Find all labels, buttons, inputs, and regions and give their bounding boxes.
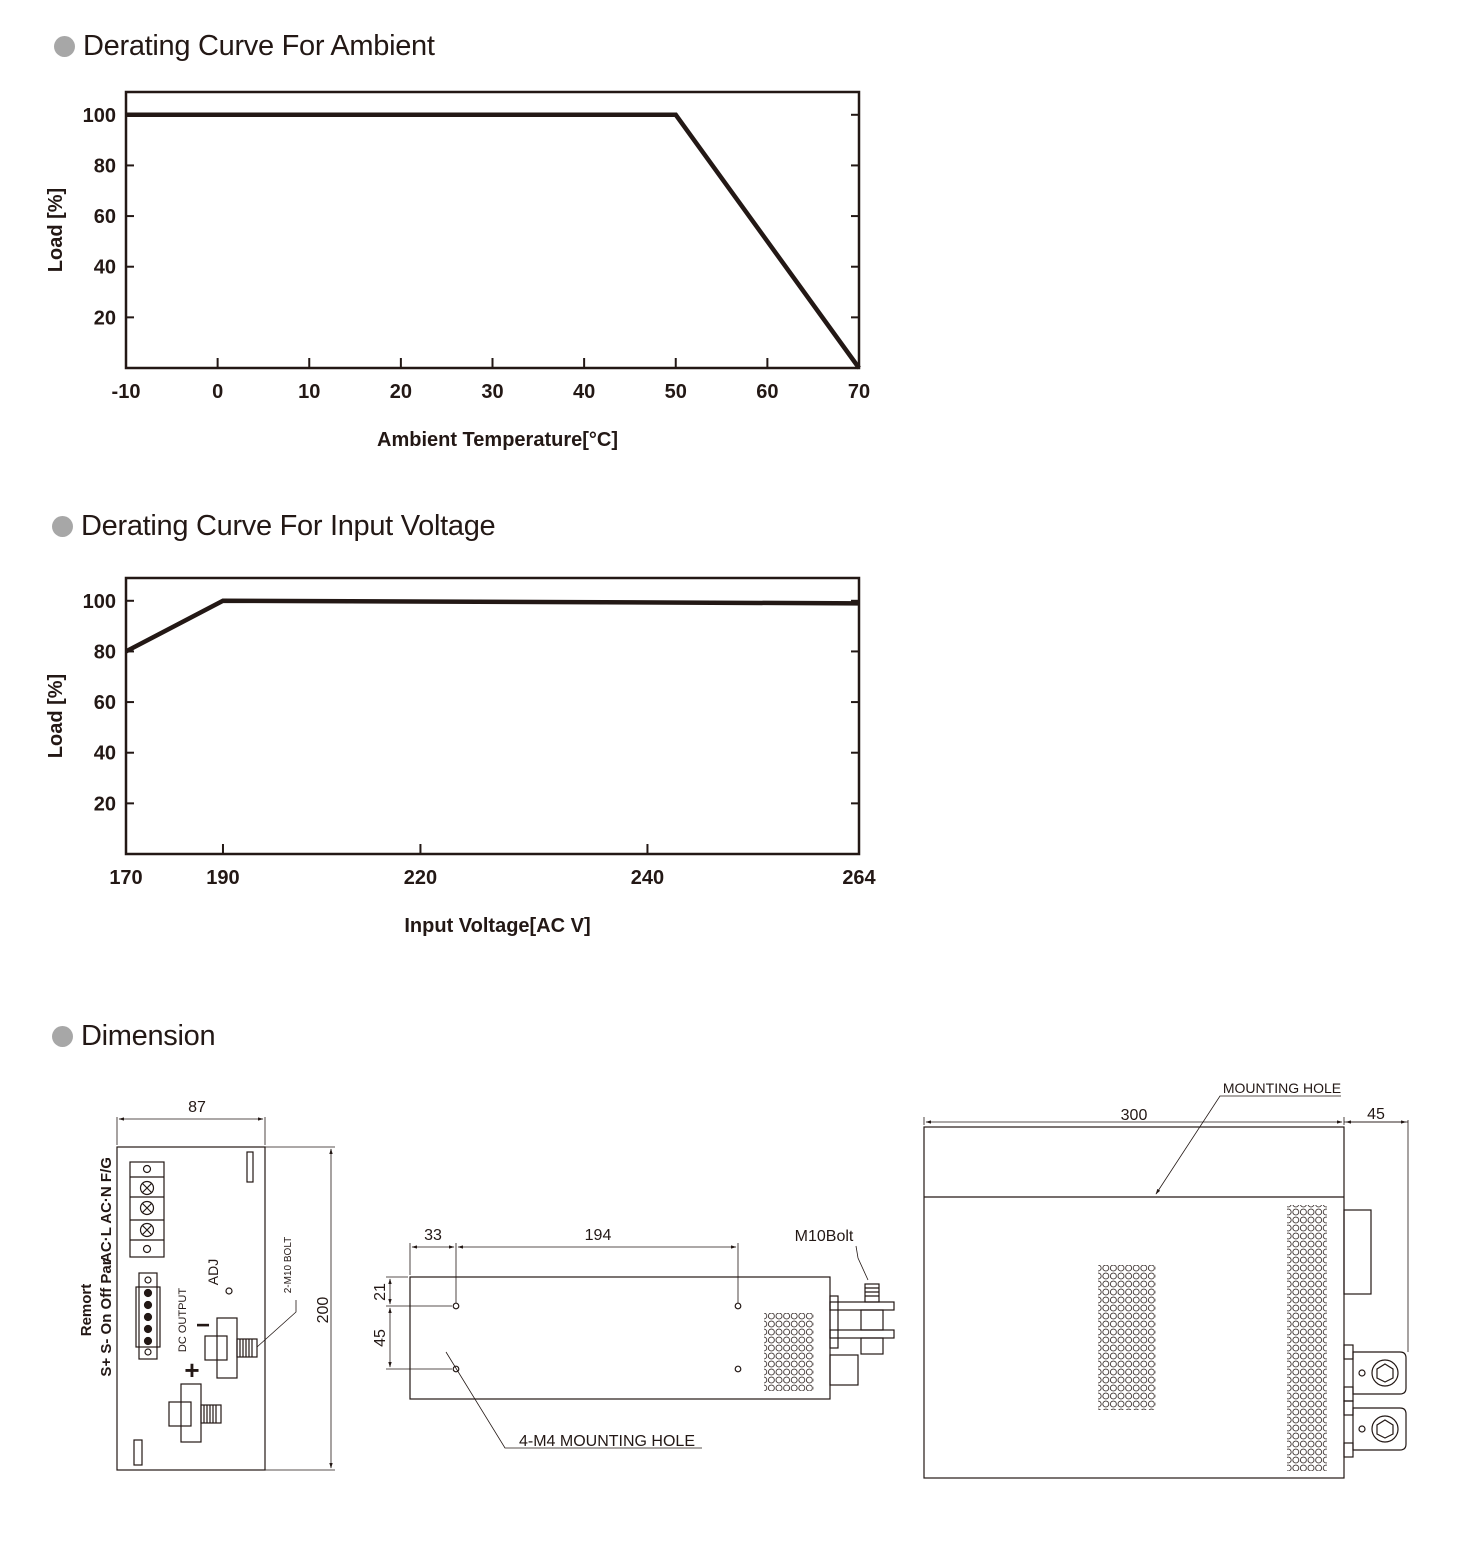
y-tick-label: 20 — [94, 793, 116, 815]
dim-194: 194 — [585, 1227, 612, 1244]
x-tick-label: 10 — [298, 381, 320, 403]
dc-output-label: DC OUTPUT — [177, 1288, 189, 1352]
x-tick-label: 220 — [404, 867, 437, 889]
x-tick-label: 0 — [212, 381, 223, 403]
plot-frame — [124, 576, 861, 856]
ambient-derating-chart: 20 40 60 80 100 -10 0 10 20 30 40 50 60 70 Ambient Tem… — [45, 90, 870, 451]
adj-label: ADJ — [205, 1259, 221, 1285]
y-tick-label: 100 — [83, 591, 116, 613]
dimension-title-text: Dimension — [81, 1020, 216, 1052]
y-tick-label: 40 — [94, 743, 116, 765]
x-axis-label: Ambient Temperature[°C] — [377, 429, 618, 451]
top-view-labels: 300 45 MOUNTING HOLE — [1121, 1080, 1385, 1124]
x-tick-label: 264 — [842, 867, 876, 889]
bullet-icon — [52, 1026, 73, 1047]
front-view-labels: 87 200 AC·L AC·N F/G Remort S+ S- On Off… — [78, 1099, 332, 1385]
x-tick-label: 20 — [390, 381, 412, 403]
ac-terminal-label: AC·L AC·N F/G — [98, 1157, 115, 1263]
plus-icon: + — [184, 1355, 199, 1385]
x-tick-label: 50 — [665, 381, 687, 403]
x-tick-label: 170 — [109, 867, 142, 889]
x-tick-label: 60 — [756, 381, 778, 403]
side-view — [386, 1243, 895, 1449]
y-tick-label: 80 — [94, 155, 116, 177]
m10-bolt-label: M10Bolt — [795, 1228, 854, 1245]
plot-frame — [124, 90, 861, 370]
mounting-hole-label: 4-M4 MOUNTING HOLE — [519, 1433, 695, 1450]
dim-21: 21 — [372, 1283, 389, 1301]
bullet-icon — [54, 36, 75, 57]
front-view — [116, 1117, 335, 1471]
x-tick-label: 190 — [206, 867, 239, 889]
dim-45-terminal: 45 — [1367, 1106, 1385, 1123]
y-tick-label: 40 — [94, 257, 116, 279]
dim-300: 300 — [1121, 1107, 1148, 1124]
side-view-labels: 33 194 21 45 M10Bolt 4-M4 MOUNTING HOLE — [372, 1227, 854, 1450]
y-tick-label: 60 — [94, 206, 116, 228]
y-axis-label: Load [%] — [45, 674, 67, 758]
height-200: 200 — [315, 1297, 332, 1324]
minus-icon: − — [196, 1312, 210, 1339]
load-series-line — [126, 112, 861, 370]
x-axis-label: Input Voltage[AC V] — [404, 915, 590, 937]
y-axis-label: Load [%] — [45, 188, 67, 272]
x-tick-label: 240 — [631, 867, 664, 889]
sense-label: S+ S- On Off Par — [98, 1259, 115, 1376]
dim-45: 45 — [372, 1329, 389, 1347]
bullet-icon — [52, 516, 73, 537]
remote-label: Remort — [78, 1284, 95, 1337]
load-series-line — [124, 598, 860, 654]
width-87: 87 — [188, 1099, 206, 1116]
y-tick-label: 80 — [94, 641, 116, 663]
x-tick-label: 30 — [481, 381, 503, 403]
x-tick-label: 40 — [573, 381, 595, 403]
voltage-derating-chart: 20 40 60 80 100 170 190 220 240 264 Input Voltage[… — [45, 576, 877, 937]
y-tick-label: 20 — [94, 307, 116, 329]
voltage-section-title: Derating Curve For Input Voltage — [52, 510, 496, 543]
x-tick-label: -10 — [112, 381, 141, 403]
bolt-label: 2-M10 BOLT — [283, 1237, 294, 1294]
dimension-section-title: Dimension — [52, 1020, 216, 1053]
top-mounting-hole-label: MOUNTING HOLE — [1223, 1080, 1341, 1096]
x-tick-label: 70 — [848, 381, 870, 403]
top-view — [923, 1095, 1409, 1479]
ambient-title-text: Derating Curve For Ambient — [83, 30, 435, 62]
dim-33: 33 — [424, 1227, 442, 1244]
ambient-section-title: Derating Curve For Ambient — [54, 30, 435, 63]
y-tick-label: 100 — [83, 105, 116, 127]
voltage-title-text: Derating Curve For Input Voltage — [81, 510, 496, 542]
dimension-drawing: 87 200 AC·L AC·N F/G Remort S+ S- On Off… — [78, 1080, 1409, 1479]
y-tick-label: 60 — [94, 692, 116, 714]
